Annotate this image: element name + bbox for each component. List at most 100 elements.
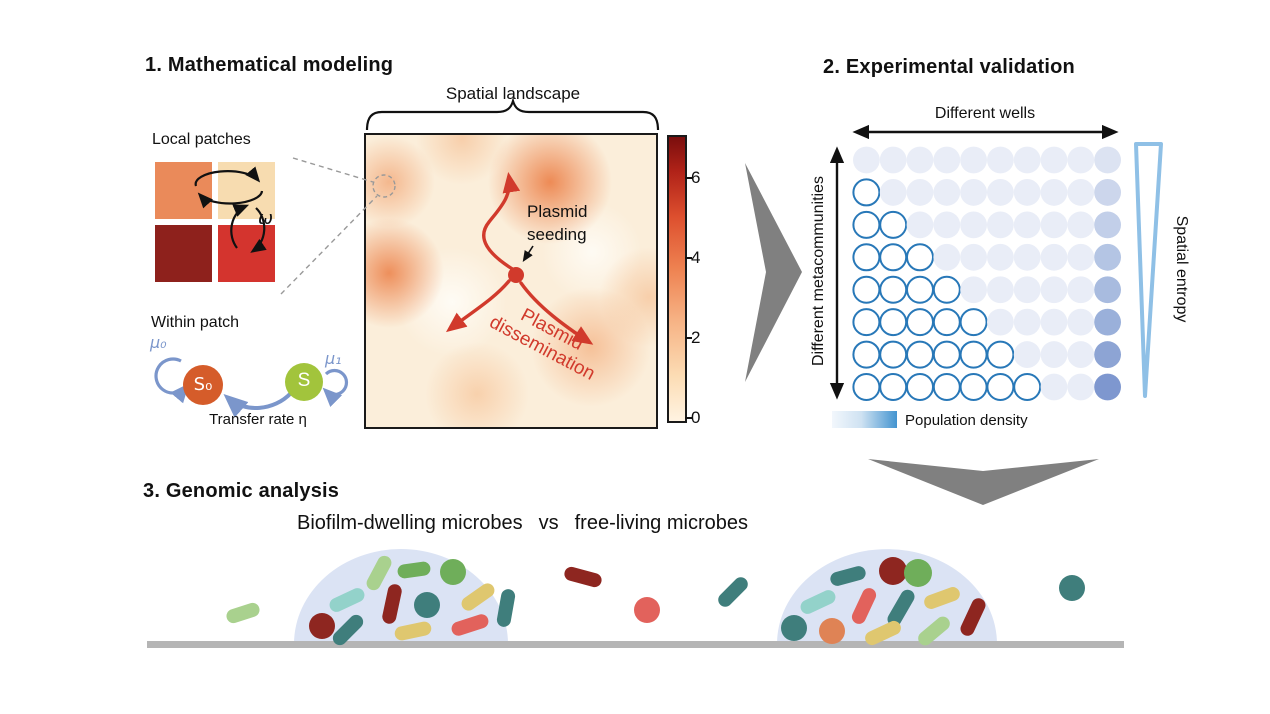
well-empty — [932, 308, 961, 337]
freeliving-label: free-living microbes — [574, 512, 748, 534]
well-empty — [852, 308, 881, 337]
microbe-coccus — [309, 613, 335, 639]
well-filled — [906, 179, 934, 206]
well-empty — [852, 178, 881, 207]
well-filled — [1067, 276, 1095, 304]
colorbar — [667, 135, 687, 423]
well-filled — [1040, 276, 1068, 304]
local-patches-label: Local patches — [152, 131, 251, 148]
well-empty — [906, 340, 934, 369]
microbe-rod — [924, 587, 960, 609]
patch-swatch — [155, 162, 212, 219]
microbe-rod — [366, 555, 392, 591]
panel2-title: 2. Experimental validation — [823, 56, 1075, 78]
microbe-rod — [887, 589, 915, 627]
well-filled — [960, 211, 987, 239]
well-filled — [960, 276, 987, 304]
patch-exchange-arrows — [194, 166, 267, 253]
well-filled — [1013, 146, 1041, 174]
spatial-entropy-label: Spatial entropy — [1173, 215, 1190, 323]
microbe-coccus — [1059, 575, 1085, 601]
mu1-label: μ₁ — [325, 349, 342, 368]
biofilm-dome-right — [777, 549, 997, 644]
well-filled — [933, 179, 961, 206]
surface-floor — [147, 641, 1124, 648]
well-filled — [1013, 276, 1041, 304]
well-filled — [1067, 373, 1095, 401]
s-node-label: S — [297, 370, 311, 391]
well-filled — [1040, 243, 1068, 271]
colorbar-tick-2: 2 — [691, 328, 701, 347]
well-empty — [932, 373, 961, 402]
well-empty — [986, 340, 1015, 369]
microbe-coccus — [634, 597, 660, 623]
well-plate-grid — [852, 146, 1121, 402]
spatial-entropy-triangle — [1134, 142, 1163, 398]
spatial-landscape-label: Spatial landscape — [445, 84, 581, 103]
panel3-title: 3. Genomic analysis — [143, 480, 340, 502]
well-filled — [1094, 276, 1121, 304]
well-filled — [1067, 341, 1095, 368]
well-filled — [987, 243, 1014, 271]
well-empty — [852, 243, 881, 272]
well-empty — [852, 373, 881, 402]
well-filled — [1040, 373, 1068, 401]
biofilm-label: Biofilm-dwelling microbes — [296, 512, 523, 534]
well-empty — [852, 340, 881, 369]
s0-node-label: S₀ — [193, 374, 213, 395]
well-filled — [1094, 179, 1121, 206]
microbe-rod — [865, 620, 901, 646]
microbe-coccus — [440, 559, 466, 585]
well-filled — [987, 276, 1014, 304]
well-filled — [933, 146, 961, 174]
well-filled — [987, 211, 1014, 239]
well-filled — [1040, 308, 1068, 336]
transfer-rate-label: Transfer rate η — [209, 411, 307, 428]
population-density-label: Population density — [905, 412, 1028, 429]
different-wells-label: Different wells — [934, 105, 1036, 122]
well-filled — [1094, 243, 1121, 271]
well-empty — [959, 373, 988, 402]
microbe-rod — [226, 602, 260, 624]
well-empty — [906, 308, 934, 337]
well-filled — [1040, 179, 1068, 206]
mu0-label: μ₀ — [150, 333, 167, 352]
well-filled — [987, 146, 1014, 174]
well-empty — [879, 210, 908, 239]
well-empty — [932, 340, 961, 369]
well-filled — [1013, 179, 1041, 206]
vs-label: vs — [538, 512, 559, 534]
microbe-coccus — [904, 559, 932, 587]
panel1-title: 1. Mathematical modeling — [145, 54, 394, 76]
microbe-rod — [496, 589, 516, 627]
patch-swatch — [155, 225, 212, 282]
well-filled — [933, 211, 961, 239]
well-empty — [906, 243, 934, 272]
well-filled — [1013, 211, 1041, 239]
well-filled — [1094, 308, 1121, 336]
well-empty — [852, 275, 881, 304]
microbe-rod — [918, 616, 950, 646]
well-filled — [987, 179, 1014, 206]
microbe-rod — [851, 588, 877, 624]
well-empty — [1013, 373, 1042, 402]
colorbar-tick-6: 6 — [691, 168, 701, 187]
local-patches-grid — [155, 162, 275, 282]
microbe-rod — [830, 566, 866, 586]
microbe-coccus — [781, 615, 807, 641]
well-filled — [1040, 146, 1068, 174]
well-empty — [879, 373, 908, 402]
flow-arrow-right — [745, 163, 802, 382]
well-filled — [1094, 146, 1121, 174]
microbe-rod — [461, 583, 495, 611]
omega-label: ω — [258, 208, 274, 229]
well-filled — [1013, 308, 1041, 336]
well-filled — [1067, 308, 1095, 336]
well-filled — [1067, 211, 1095, 239]
well-empty — [959, 308, 988, 337]
comparison-subtitle: Biofilm-dwelling microbes vs free-living… — [250, 512, 795, 535]
microbe-rod — [960, 598, 986, 636]
colorbar-tick-0: 0 — [691, 408, 701, 427]
mu1-loop-arrow — [322, 368, 349, 408]
colorbar-tick-4: 4 — [691, 248, 701, 267]
